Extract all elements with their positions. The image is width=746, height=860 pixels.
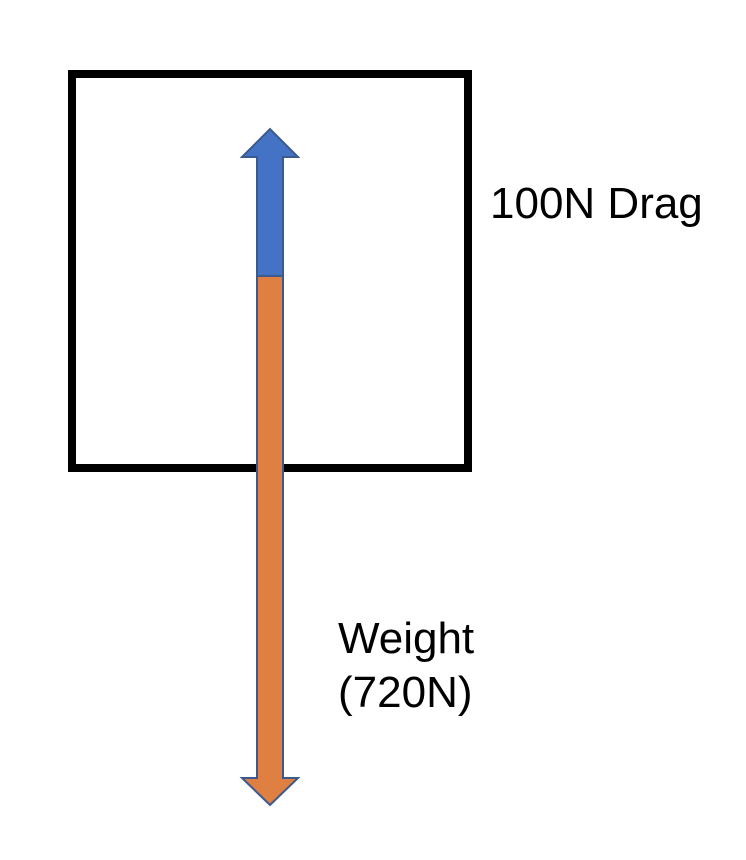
drag-force-label: 100N Drag (490, 179, 703, 228)
drag-force-arrow (239, 127, 301, 277)
weight-force-arrow (239, 275, 301, 807)
weight-force-label: Weight (720N) (338, 612, 474, 719)
weight-label-line2: (720N) (338, 667, 473, 717)
weight-label-line1: Weight (338, 614, 475, 663)
